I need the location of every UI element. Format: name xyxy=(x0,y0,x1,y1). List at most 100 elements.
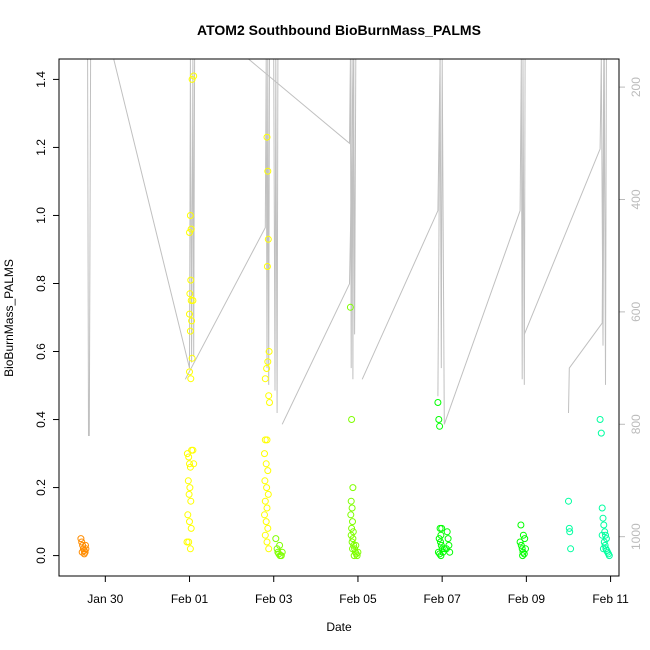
x-tick-label-3: Feb 05 xyxy=(339,592,377,606)
data-point-s1-29 xyxy=(187,225,195,233)
altitude-segment-5 xyxy=(281,58,357,425)
data-point-s3-13 xyxy=(440,545,448,553)
data-point-s1-18 xyxy=(187,375,195,383)
data-point-s4-11 xyxy=(602,535,610,543)
data-point-s1-33 xyxy=(263,436,271,444)
data-point-s1-5 xyxy=(186,484,194,492)
data-point-s1-40 xyxy=(261,497,269,505)
data-point-s4-0 xyxy=(565,497,572,505)
data-point-s2-24 xyxy=(353,552,361,560)
data-point-s1-52 xyxy=(266,399,273,406)
right-tick-label-4: 1000 xyxy=(629,523,643,550)
data-point-s1-20 xyxy=(186,327,194,335)
data-point-s3-29 xyxy=(522,545,529,553)
x-tick-label-2: Feb 03 xyxy=(255,592,293,606)
data-point-s1-48 xyxy=(263,365,271,372)
right-tick-label-0: 200 xyxy=(629,77,643,97)
data-point-s1-36 xyxy=(264,467,272,475)
data-point-s2-12 xyxy=(348,504,356,512)
data-point-s0-0 xyxy=(77,535,85,543)
data-point-s1-15 xyxy=(189,446,197,454)
data-point-s4-8 xyxy=(600,521,608,529)
altitude-segment-6 xyxy=(437,58,445,425)
data-point-s4-2 xyxy=(566,528,574,536)
data-point-s1-24 xyxy=(189,297,197,304)
data-point-s2-13 xyxy=(347,511,355,519)
data-point-s4-7 xyxy=(599,514,607,522)
data-point-s3-25 xyxy=(517,521,525,529)
data-point-s1-17 xyxy=(186,368,193,376)
y-tick-label-6: 1.2 xyxy=(34,139,48,156)
y-tick-label-1: 0.2 xyxy=(34,479,48,496)
data-point-s1-3 xyxy=(186,463,194,471)
data-point-s4-18 xyxy=(605,552,613,560)
data-point-s1-14 xyxy=(183,538,191,546)
data-point-s3-24 xyxy=(520,550,528,558)
data-point-s1-2 xyxy=(186,460,193,468)
data-point-s2-20 xyxy=(350,541,358,549)
altitude-segment-3 xyxy=(273,58,279,414)
data-point-s1-39 xyxy=(264,490,272,498)
data-point-s3-27 xyxy=(521,535,529,543)
data-point-s1-35 xyxy=(262,460,270,468)
data-point-s1-26 xyxy=(187,276,195,284)
data-point-s2-17 xyxy=(347,531,355,539)
data-point-s3-4 xyxy=(437,531,445,539)
data-point-s2-28 xyxy=(352,541,360,549)
y-tick-label-7: 1.4 xyxy=(34,71,48,88)
data-point-s2-0 xyxy=(272,535,280,543)
data-point-s1-44 xyxy=(264,524,272,532)
data-point-s4-20 xyxy=(599,545,607,553)
data-point-s1-45 xyxy=(261,531,269,539)
data-point-s3-26 xyxy=(519,531,527,539)
altitude-segment-2 xyxy=(184,58,270,385)
chart-title: ATOM2 Southbound BioBurnMass_PALMS xyxy=(197,22,481,38)
data-point-s1-54 xyxy=(263,263,271,270)
data-point-s1-8 xyxy=(184,511,192,519)
data-point-s4-6 xyxy=(598,504,606,512)
right-tick-label-3: 800 xyxy=(629,414,643,434)
data-point-s2-15 xyxy=(348,524,356,532)
data-point-s1-38 xyxy=(263,484,271,492)
data-point-s1-1 xyxy=(185,453,193,461)
data-point-s1-30 xyxy=(188,75,196,83)
data-point-s1-50 xyxy=(265,348,273,355)
data-point-s4-3 xyxy=(567,545,575,553)
x-tick-label-0: Jan 30 xyxy=(87,592,123,606)
y-axis-title: BioBurnMass_PALMS xyxy=(2,259,16,377)
altitude-segment-0 xyxy=(87,58,92,436)
data-point-s2-10 xyxy=(349,484,357,492)
y-tick-label-0: 0.0 xyxy=(34,547,48,564)
data-point-s3-0 xyxy=(434,399,442,406)
data-point-s1-12 xyxy=(186,545,194,553)
data-point-s1-7 xyxy=(187,497,195,505)
data-point-s3-2 xyxy=(436,422,444,430)
data-point-s3-20 xyxy=(516,538,524,546)
altitude-segment-4 xyxy=(248,58,355,380)
data-point-s4-19 xyxy=(598,531,606,539)
data-point-s1-25 xyxy=(186,290,194,298)
data-point-s4-5 xyxy=(597,429,605,437)
data-point-s1-0 xyxy=(183,450,191,458)
data-point-s4-4 xyxy=(596,416,604,423)
data-point-s3-17 xyxy=(445,541,453,549)
data-point-s4-1 xyxy=(565,524,573,532)
data-point-s1-9 xyxy=(186,518,193,526)
data-point-s1-27 xyxy=(186,229,193,236)
data-point-s3-6 xyxy=(437,538,444,546)
x-tick-label-4: Feb 07 xyxy=(423,592,461,606)
x-tick-label-5: Feb 09 xyxy=(508,592,546,606)
altitude-segment-9 xyxy=(523,58,607,385)
data-point-s3-5 xyxy=(435,535,443,543)
right-tick-label-1: 400 xyxy=(629,189,643,209)
data-point-s0-7 xyxy=(78,548,86,556)
data-point-s1-57 xyxy=(263,133,271,141)
data-point-s1-28 xyxy=(186,212,194,219)
right-tick-label-2: 600 xyxy=(629,302,643,322)
plot-frame xyxy=(58,58,620,577)
data-point-s3-11 xyxy=(437,552,445,560)
data-point-s1-10 xyxy=(187,524,195,532)
data-point-s3-1 xyxy=(435,416,443,423)
data-point-s1-42 xyxy=(261,511,268,519)
